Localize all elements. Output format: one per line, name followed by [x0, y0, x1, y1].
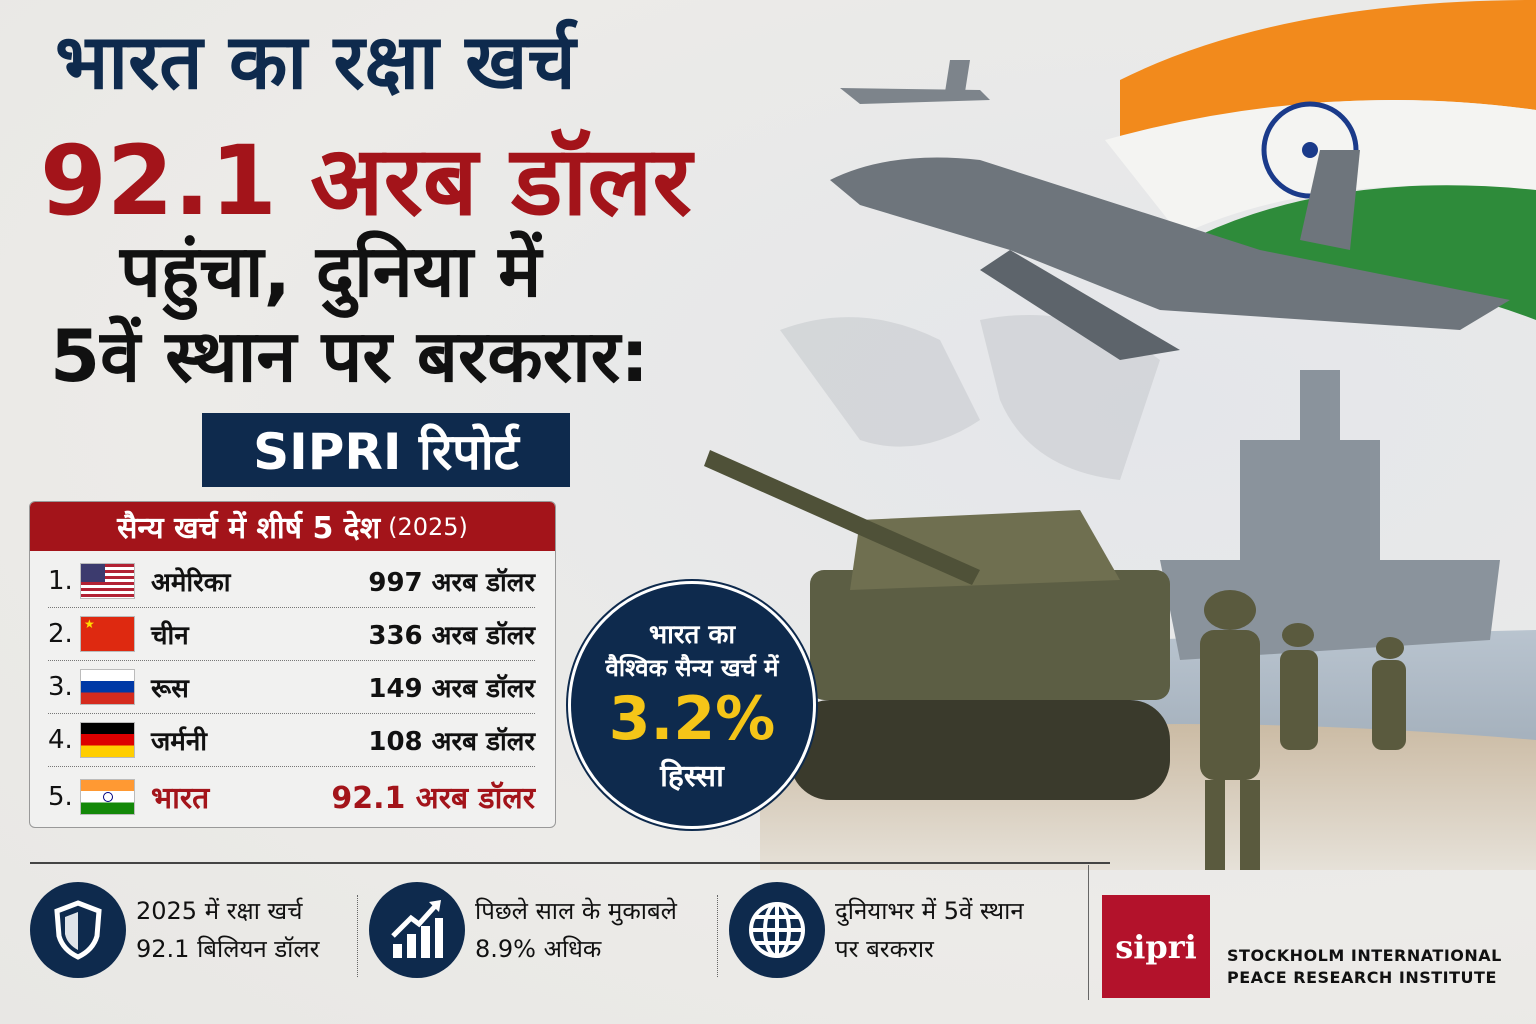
table-row: 4. जर्मनी 108 अरब डॉलर [48, 714, 535, 767]
tank-graphic [704, 450, 1170, 800]
fighter-jet-graphic [830, 150, 1510, 360]
globe-icon [729, 882, 825, 978]
table-year: (2025) [388, 512, 468, 541]
headline-line4: 5वें स्थान पर बरकरार: [50, 314, 650, 398]
global-share-badge: भारत का वैश्विक सैन्य खर्च में 3.2% हिस्… [568, 581, 816, 829]
soldiers-graphic [1200, 590, 1406, 870]
share-label: भारत का [648, 620, 736, 650]
usa-flag-icon [80, 563, 135, 599]
sipri-logo: sipri [1102, 895, 1210, 998]
military-scene-illustration [704, 0, 1536, 870]
table-row: 1. अमेरिका 997 अरब डॉलर [48, 555, 535, 608]
rank: 3. [48, 672, 73, 702]
growth-chart-icon [369, 882, 465, 978]
feature-line: 92.1 बिलियन डॉलर [136, 935, 320, 963]
country-name: रूस [151, 674, 189, 704]
separator [1088, 865, 1089, 1000]
rank: 1. [48, 566, 73, 596]
spending-value: 997 अरब डॉलर [368, 568, 535, 598]
feature-growth: पिछले साल के मुकाबले 8.9% अधिक [369, 882, 677, 978]
separator [717, 895, 718, 977]
spending-value: 108 अरब डॉलर [368, 727, 535, 757]
feature-rank: दुनियाभर में 5वें स्थान पर बरकरार [729, 882, 1024, 978]
share-value: 3.2% [608, 684, 776, 754]
country-name: चीन [151, 621, 189, 651]
india-flag-icon [80, 778, 135, 815]
country-name: अमेरिका [151, 568, 231, 598]
shield-icon [30, 882, 126, 978]
table-row: 3. रूस 149 अरब डॉलर [48, 661, 535, 714]
share-label: हिस्सा [660, 759, 724, 794]
country-name: जर्मनी [151, 727, 208, 757]
spending-value: 149 अरब डॉलर [368, 674, 535, 704]
country-name: भारत [151, 781, 210, 816]
logo-line: STOCKHOLM INTERNATIONAL [1227, 946, 1502, 965]
feature-line: पिछले साल के मुकाबले [475, 897, 677, 925]
world-map-graphic [780, 315, 1160, 480]
rank: 4. [48, 725, 73, 755]
headline-line1: भारत का रक्षा खर्च [55, 17, 576, 106]
separator [357, 895, 358, 977]
rank: 5. [48, 781, 73, 812]
rank: 2. [48, 619, 73, 649]
sipri-full-name: STOCKHOLM INTERNATIONAL PEACE RESEARCH I… [1227, 945, 1502, 989]
feature-line: दुनियाभर में 5वें स्थान [835, 897, 1024, 925]
table-row-india: 5. भारत 92.1 अरब डॉलर [48, 770, 535, 823]
table-row: 2. ★ चीन 336 अरब डॉलर [48, 608, 535, 661]
top-5-countries-table: सैन्य खर्च में शीर्ष 5 देश (2025) 1. अमे… [29, 501, 556, 828]
table-header: सैन्य खर्च में शीर्ष 5 देश (2025) [30, 502, 555, 551]
china-flag-icon: ★ [80, 616, 135, 652]
feature-line: पर बरकरार [835, 935, 934, 963]
spending-value: 336 अरब डॉलर [368, 621, 535, 651]
divider [30, 862, 1110, 864]
share-label: वैश्विक सैन्य खर्च में [605, 654, 779, 682]
feature-line: 8.9% अधिक [475, 935, 602, 963]
headline-amount: 92.1 अरब डॉलर [40, 125, 692, 237]
feature-spending: 2025 में रक्षा खर्च 92.1 बिलियन डॉलर [30, 882, 320, 978]
russia-flag-icon [80, 669, 135, 705]
feature-line: 2025 में रक्षा खर्च [136, 897, 303, 925]
headline-line3: पहुंचा, दुनिया में [120, 229, 542, 313]
spending-value: 92.1 अरब डॉलर [331, 781, 535, 816]
germany-flag-icon [80, 722, 135, 758]
logo-line: PEACE RESEARCH INSTITUTE [1227, 968, 1497, 987]
small-jet-graphic [840, 60, 990, 104]
table-title: सैन्य खर्च में शीर्ष 5 देश [117, 511, 381, 546]
sipri-report-badge: SIPRI रिपोर्ट [202, 413, 570, 487]
